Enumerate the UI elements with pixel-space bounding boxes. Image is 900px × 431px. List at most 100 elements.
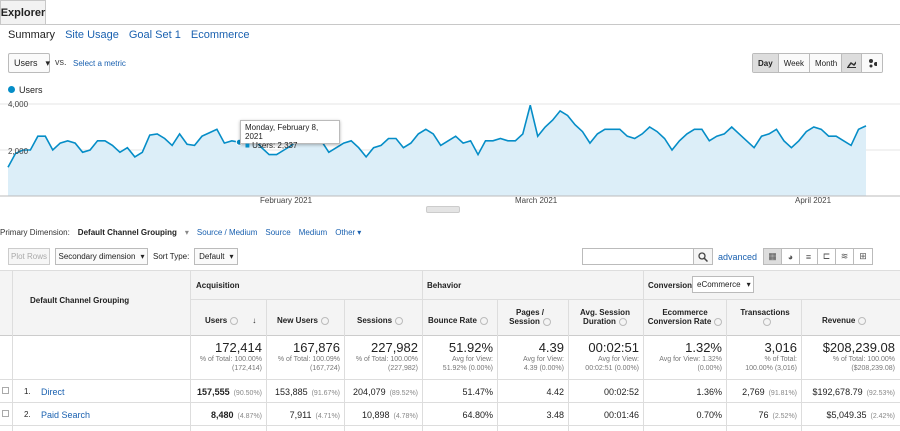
sort-type-value: Default <box>199 252 225 261</box>
col-avg-duration-label: Avg. Session Duration <box>580 308 630 326</box>
dim-other[interactable]: Other <box>335 228 356 237</box>
col-transactions[interactable]: Transactions <box>735 308 795 326</box>
col-new-users[interactable]: New Users <box>277 316 329 325</box>
subtab-summary[interactable]: Summary <box>8 29 56 41</box>
row-name-paid-search[interactable]: Paid Search <box>41 410 91 420</box>
performance-icon[interactable]: ≡ <box>800 249 818 264</box>
total-sub: % of Total: 100.00% <box>832 356 895 363</box>
total-sub: Avg for View: <box>452 356 493 363</box>
cell-value: 2,769 <box>742 387 765 397</box>
month-button[interactable]: Month <box>810 54 843 72</box>
cell-users: 8,480 (4.87%) <box>211 410 262 420</box>
tab-divider <box>0 24 900 25</box>
cell-percent: (2.52%) <box>772 413 797 420</box>
primary-dimension-bar: Primary Dimension: Default Channel Group… <box>0 228 361 237</box>
week-button[interactable]: Week <box>778 54 810 72</box>
line-chart-icon[interactable] <box>842 54 862 72</box>
metric-select[interactable]: Users ▾ <box>8 53 50 73</box>
cell-percent: (4.87%) <box>237 413 262 420</box>
cell-pages: 4.42 <box>546 387 564 397</box>
dim-column-header[interactable]: Default Channel Grouping <box>30 296 130 305</box>
total-sub: % of Total: 100.00% <box>355 356 418 363</box>
subtab-site-usage[interactable]: Site Usage <box>65 29 119 41</box>
cell-percent: (4.78%) <box>393 413 418 420</box>
users-chart <box>0 103 900 197</box>
cell-value: 8,480 <box>210 410 234 420</box>
col-revenue[interactable]: Revenue <box>822 316 867 325</box>
col-users-label: Users <box>205 316 228 325</box>
total-sub: 100.00% (3,016) <box>745 365 797 372</box>
total-sub: Avg for View: 1.32% <box>659 356 722 363</box>
x-tick-mar: March 2021 <box>515 196 558 205</box>
cell-value: 1.36% <box>696 387 722 397</box>
y-tick-2000: 2,000 <box>8 147 29 156</box>
granularity-toggle: Day Week Month <box>752 53 844 73</box>
tooltip-date: Monday, February 8, 2021 <box>245 123 319 141</box>
col-conversion-rate-label: Ecommerce Conversion Rate <box>647 308 712 326</box>
total-sub: % of Total: 100.00% <box>199 356 262 363</box>
plot-rows-button[interactable]: Plot Rows <box>8 248 50 265</box>
sort-type-select[interactable]: Default ▾ <box>194 248 239 265</box>
col-bounce-rate-label: Bounce Rate <box>428 316 477 325</box>
col-conversion-rate[interactable]: Ecommerce Conversion Rate <box>646 308 724 326</box>
row-checkbox[interactable] <box>2 410 9 417</box>
total-sub: % of Total: <box>764 356 797 363</box>
col-pages-session[interactable]: Pages / Session <box>500 308 560 326</box>
primary-dimension-current[interactable]: Default Channel Grouping <box>77 228 177 237</box>
total-value: 00:02:51 <box>588 340 639 355</box>
dim-medium[interactable]: Medium <box>298 228 328 237</box>
dim-source-medium[interactable]: Source / Medium <box>196 228 258 237</box>
col-sessions[interactable]: Sessions <box>357 316 404 325</box>
tab-explorer[interactable]: Explorer <box>0 0 46 25</box>
total-value: 172,414 <box>215 340 262 355</box>
col-avg-duration[interactable]: Avg. Session Duration <box>573 308 637 326</box>
pie-chart-icon[interactable]: ◕ <box>782 249 800 264</box>
cell-value: 00:01:46 <box>603 410 639 420</box>
cell-trans: 2,769 (91.81%) <box>742 387 797 397</box>
total-sub: Avg for View: <box>598 356 639 363</box>
advanced-filter-link[interactable]: advanced <box>718 252 758 262</box>
pivot-icon[interactable]: ⊞ <box>859 251 867 261</box>
cell-duration: 00:02:52 <box>604 387 639 397</box>
metric-select-value: Users <box>14 58 38 68</box>
comparison-icon[interactable]: ⊏ <box>818 249 836 264</box>
chevron-down-icon: ▾ <box>184 228 189 237</box>
subtab-ecommerce[interactable]: Ecommerce <box>190 29 250 41</box>
conversions-select[interactable]: eCommerce ▾ <box>692 276 754 293</box>
row-checkbox[interactable] <box>2 387 9 394</box>
x-tick-apr: April 2021 <box>795 196 832 205</box>
search-icon[interactable] <box>693 248 713 265</box>
cell-value: 51.47% <box>462 387 493 397</box>
data-table-icon[interactable]: ▦ <box>764 249 782 264</box>
cell-value: 157,555 <box>197 387 230 397</box>
cell-sessions: 204,079 (89.52%) <box>353 387 418 397</box>
day-button[interactable]: Day <box>753 54 779 72</box>
dim-source[interactable]: Source <box>265 228 291 237</box>
vs-label: vs. <box>55 57 67 67</box>
total-value: 227,982 <box>371 340 418 355</box>
subtab-goal-set-1[interactable]: Goal Set 1 <box>128 29 181 41</box>
total-sub: Avg for View: <box>523 356 564 363</box>
col-users[interactable]: Users ↓ <box>205 316 256 325</box>
x-tick-feb: February 2021 <box>260 196 313 205</box>
table-search-input[interactable] <box>582 248 694 265</box>
chart-resize-handle[interactable] <box>426 206 460 213</box>
total-sub: ($208,239.08) <box>851 365 895 372</box>
col-revenue-label: Revenue <box>822 316 856 325</box>
cell-pages: 3.48 <box>546 410 564 420</box>
totals-row <box>0 335 900 379</box>
term-cloud-icon[interactable]: ≋ <box>836 249 854 264</box>
cell-bounce: 51.47% <box>462 387 493 397</box>
col-bounce-rate[interactable]: Bounce Rate <box>428 316 488 325</box>
cell-value: 00:02:52 <box>603 387 639 397</box>
row-name-direct[interactable]: Direct <box>41 387 65 397</box>
secondary-dimension-select[interactable]: Secondary dimension ▾ <box>55 248 148 265</box>
motion-chart-icon[interactable] <box>862 54 882 72</box>
select-metric-link[interactable]: Select a metric <box>73 59 126 68</box>
col-transactions-label: Transactions <box>740 308 790 317</box>
users-area <box>8 105 866 196</box>
sort-desc-icon: ↓ <box>252 316 257 325</box>
subtab-bar: Summary Site Usage Goal Set 1 Ecommerce <box>8 29 250 41</box>
total-sub: 00:02:51 (0.00%) <box>585 365 639 372</box>
group-behavior: Behavior <box>427 281 462 290</box>
